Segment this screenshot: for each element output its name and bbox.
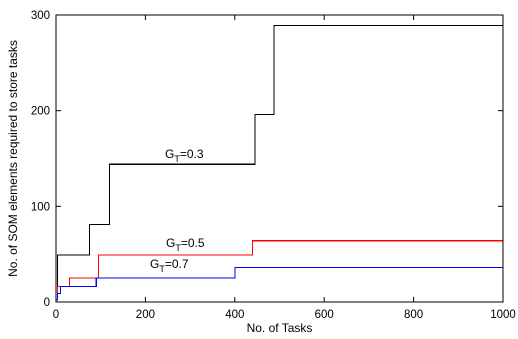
y-tick-label: 0: [44, 297, 50, 309]
series-labels: GT=0.3GT=0.5GT=0.7: [150, 147, 205, 274]
x-tick-label: 0: [53, 309, 59, 321]
series-line-1: [56, 24, 503, 301]
series-label-2: GT=0.5: [166, 236, 205, 253]
series-label-subscript: T: [159, 264, 165, 274]
y-tick-label: 100: [31, 201, 50, 213]
series-label-main: G: [165, 147, 174, 161]
series-label-value: =0.7: [165, 257, 189, 271]
x-tick-label: 400: [225, 309, 244, 321]
series-line-3: [56, 267, 503, 301]
series-layer: [56, 24, 503, 301]
series-label-main: G: [166, 236, 175, 250]
y-axis-label: No. of SOM elements required to store ta…: [6, 40, 20, 277]
x-tick-label: 600: [315, 309, 334, 321]
y-tick-label: 200: [31, 106, 50, 118]
plot-frame: [55, 14, 504, 303]
series-label-subscript: T: [174, 154, 180, 164]
series-label-main: G: [150, 257, 159, 271]
y-tick-label: 300: [31, 10, 50, 22]
x-tick-label: 200: [136, 309, 155, 321]
x-tick-label: 800: [404, 309, 423, 321]
series-label-3: GT=0.7: [150, 257, 189, 274]
x-tick-label: 1000: [490, 309, 516, 321]
series-label-1: GT=0.3: [165, 147, 204, 164]
series-label-subscript: T: [175, 243, 181, 253]
series-label-value: =0.3: [180, 147, 204, 161]
series-label-value: =0.5: [181, 236, 205, 250]
ticks-layer: 0 200 400 600 800 1000 0 100 200 300: [31, 10, 516, 321]
series-line-2: [56, 240, 503, 301]
x-axis-label: No. of Tasks: [247, 321, 313, 335]
